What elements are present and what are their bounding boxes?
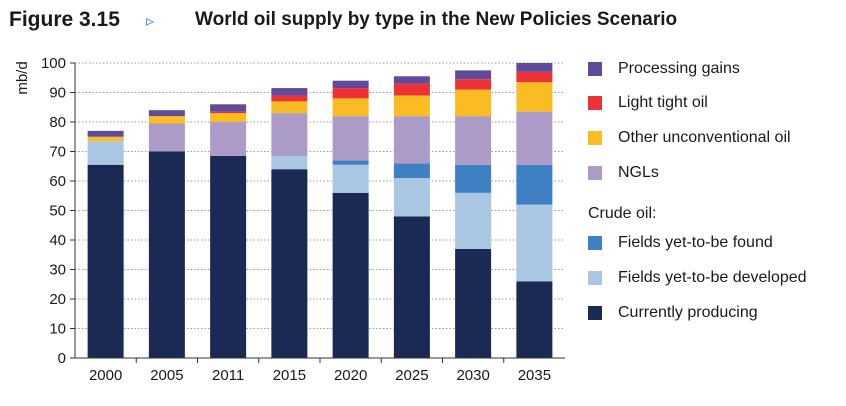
bar-segment-ngls-2025: [393, 116, 430, 164]
bar-segment-processing-gains-2025: [393, 76, 430, 84]
y-tick-label: 100: [41, 55, 66, 72]
bars: [87, 63, 553, 358]
bar-segment-fields-yet-to-be-found-2035: [516, 164, 553, 205]
legend-label: Other unconventional oil: [618, 129, 791, 146]
bar-segment-currently-producing-2015: [271, 169, 308, 358]
legend-label: Processing gains: [618, 60, 740, 77]
grid-lines: [75, 62, 565, 329]
figure-arrow-icon: ▹: [146, 13, 155, 30]
bar-segment-currently-producing-2030: [455, 248, 492, 358]
x-tick-label: 2011: [212, 367, 244, 384]
bar-segment-currently-producing-2025: [393, 216, 430, 358]
x-tick-label: 2005: [150, 367, 183, 384]
bar-segment-light-tight-oil-2030: [455, 79, 492, 90]
legend-swatch: [588, 271, 602, 285]
bar-segment-fields-yet-to-be-found-2020: [332, 160, 369, 165]
bar-segment-fields-yet-to-be-developed-2020: [332, 164, 369, 193]
y-tick-label: 40: [49, 232, 66, 249]
bar-segment-light-tight-oil-2011: [210, 111, 247, 114]
y-tick-label: 80: [49, 114, 66, 131]
bar-segment-processing-gains-2015: [271, 88, 308, 96]
bar-segment-other-unconventional-oil-2025: [393, 95, 430, 117]
bar-segment-other-unconventional-oil-2030: [455, 89, 492, 117]
bar-segment-fields-yet-to-be-developed-2000: [87, 141, 124, 165]
bar-segment-currently-producing-2035: [516, 281, 553, 358]
figure-title: World oil supply by type in the New Poli…: [195, 9, 678, 30]
bar-segment-fields-yet-to-be-developed-2030: [455, 192, 492, 249]
bar-segment-currently-producing-2000: [87, 164, 124, 358]
y-tick-label: 0: [58, 350, 66, 367]
x-tick-label: 2000: [89, 367, 122, 384]
legend-swatch: [588, 131, 602, 145]
legend-crude-oil-heading: Crude oil:: [588, 205, 657, 222]
bar-segment-processing-gains-2020: [332, 80, 369, 89]
x-tick-label: 2020: [334, 367, 367, 384]
bar-segment-fields-yet-to-be-found-2030: [455, 164, 492, 193]
legend-swatch: [588, 306, 602, 320]
bar-segment-light-tight-oil-2015: [271, 95, 308, 102]
bar-segment-ngls-2035: [516, 111, 553, 165]
bar-segment-fields-yet-to-be-developed-2035: [516, 204, 553, 282]
x-tick-label: 2015: [273, 367, 306, 384]
legend-swatch: [588, 62, 602, 76]
bar-segment-currently-producing-2005: [148, 151, 185, 358]
bar-segment-currently-producing-2011: [210, 155, 247, 358]
bar-segment-ngls-2030: [455, 116, 492, 165]
bar-segment-fields-yet-to-be-found-2025: [393, 163, 430, 179]
x-tick-label: 2025: [395, 367, 428, 384]
bar-segment-light-tight-oil-2035: [516, 71, 553, 83]
legend-swatch: [588, 166, 602, 180]
bar-segment-processing-gains-2030: [455, 70, 492, 80]
bar-segment-processing-gains-2035: [516, 63, 553, 72]
legend-swatch: [588, 236, 602, 250]
y-tick-label: 50: [49, 203, 66, 220]
legend-label: Currently producing: [618, 304, 758, 321]
bar-segment-processing-gains-2011: [210, 104, 247, 112]
y-tick-label: 90: [49, 85, 66, 102]
bar-segment-other-unconventional-oil-2011: [210, 113, 247, 122]
bar-segment-light-tight-oil-2025: [393, 83, 430, 96]
bar-segment-ngls-2005: [148, 123, 185, 152]
bar-segment-other-unconventional-oil-2000: [87, 136, 124, 142]
legend-swatch: [588, 96, 602, 110]
bar-segment-currently-producing-2020: [332, 192, 369, 358]
legend-label: NGLs: [618, 164, 659, 181]
y-tick-label: 10: [49, 321, 66, 338]
x-tick-label: 2035: [518, 367, 551, 384]
legend-label: Fields yet-to-be developed: [618, 269, 807, 286]
bar-segment-fields-yet-to-be-developed-2015: [271, 155, 308, 170]
bar-segment-ngls-2011: [210, 122, 247, 156]
bar-segment-other-unconventional-oil-2015: [271, 101, 308, 114]
figure-label: Figure 3.15: [9, 8, 120, 31]
y-tick-label: 30: [49, 262, 66, 279]
bar-segment-processing-gains-2005: [148, 110, 185, 117]
bar-segment-processing-gains-2000: [87, 130, 124, 137]
y-tick-label: 70: [49, 144, 66, 161]
legend-label: Light tight oil: [618, 94, 708, 111]
bar-segment-ngls-2020: [332, 116, 369, 161]
bar-segment-other-unconventional-oil-2005: [148, 116, 185, 124]
legend-label: Fields yet-to-be found: [618, 234, 773, 251]
y-axis-label: mb/d: [14, 61, 31, 94]
bar-segment-other-unconventional-oil-2020: [332, 98, 369, 117]
bar-segment-fields-yet-to-be-developed-2025: [393, 178, 430, 217]
bar-segment-other-unconventional-oil-2035: [516, 82, 553, 112]
y-tick-label: 20: [49, 291, 66, 308]
figure-header: Figure 3.15 ▹ World oil supply by type i…: [9, 6, 839, 38]
bar-segment-ngls-2015: [271, 113, 308, 156]
y-tick-label: 60: [49, 173, 66, 190]
bar-segment-light-tight-oil-2020: [332, 88, 369, 99]
x-tick-label: 2030: [456, 367, 489, 384]
